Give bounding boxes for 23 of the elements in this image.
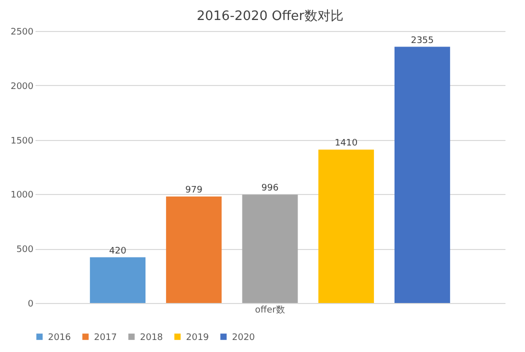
data-label: 2355: [410, 36, 434, 46]
bar: [394, 46, 450, 303]
legend-label: 2017: [94, 332, 117, 343]
y-tick-label: 0: [28, 300, 34, 310]
legend-label: 2016: [48, 332, 72, 343]
y-tick-label: 2000: [10, 82, 34, 92]
legend-label: 2018: [140, 332, 164, 343]
y-tick-label: 500: [16, 245, 34, 256]
x-tick-label: offer数: [255, 304, 285, 316]
y-tick-label: 1500: [10, 136, 34, 146]
data-label: 996: [261, 184, 279, 194]
y-tick-label: 1000: [10, 190, 34, 201]
bar: [318, 150, 374, 303]
legend-label: 2020: [232, 332, 256, 343]
data-label: 420: [109, 246, 127, 256]
legend-label: 2019: [186, 332, 210, 343]
data-label: 979: [185, 185, 203, 196]
y-tick-label: 2500: [10, 28, 34, 38]
bar: [166, 196, 222, 303]
bar: [242, 194, 298, 303]
bar: [90, 257, 146, 303]
chart-title: 2016-2020 Offer数对比: [196, 9, 344, 24]
data-label: 1410: [334, 138, 358, 149]
